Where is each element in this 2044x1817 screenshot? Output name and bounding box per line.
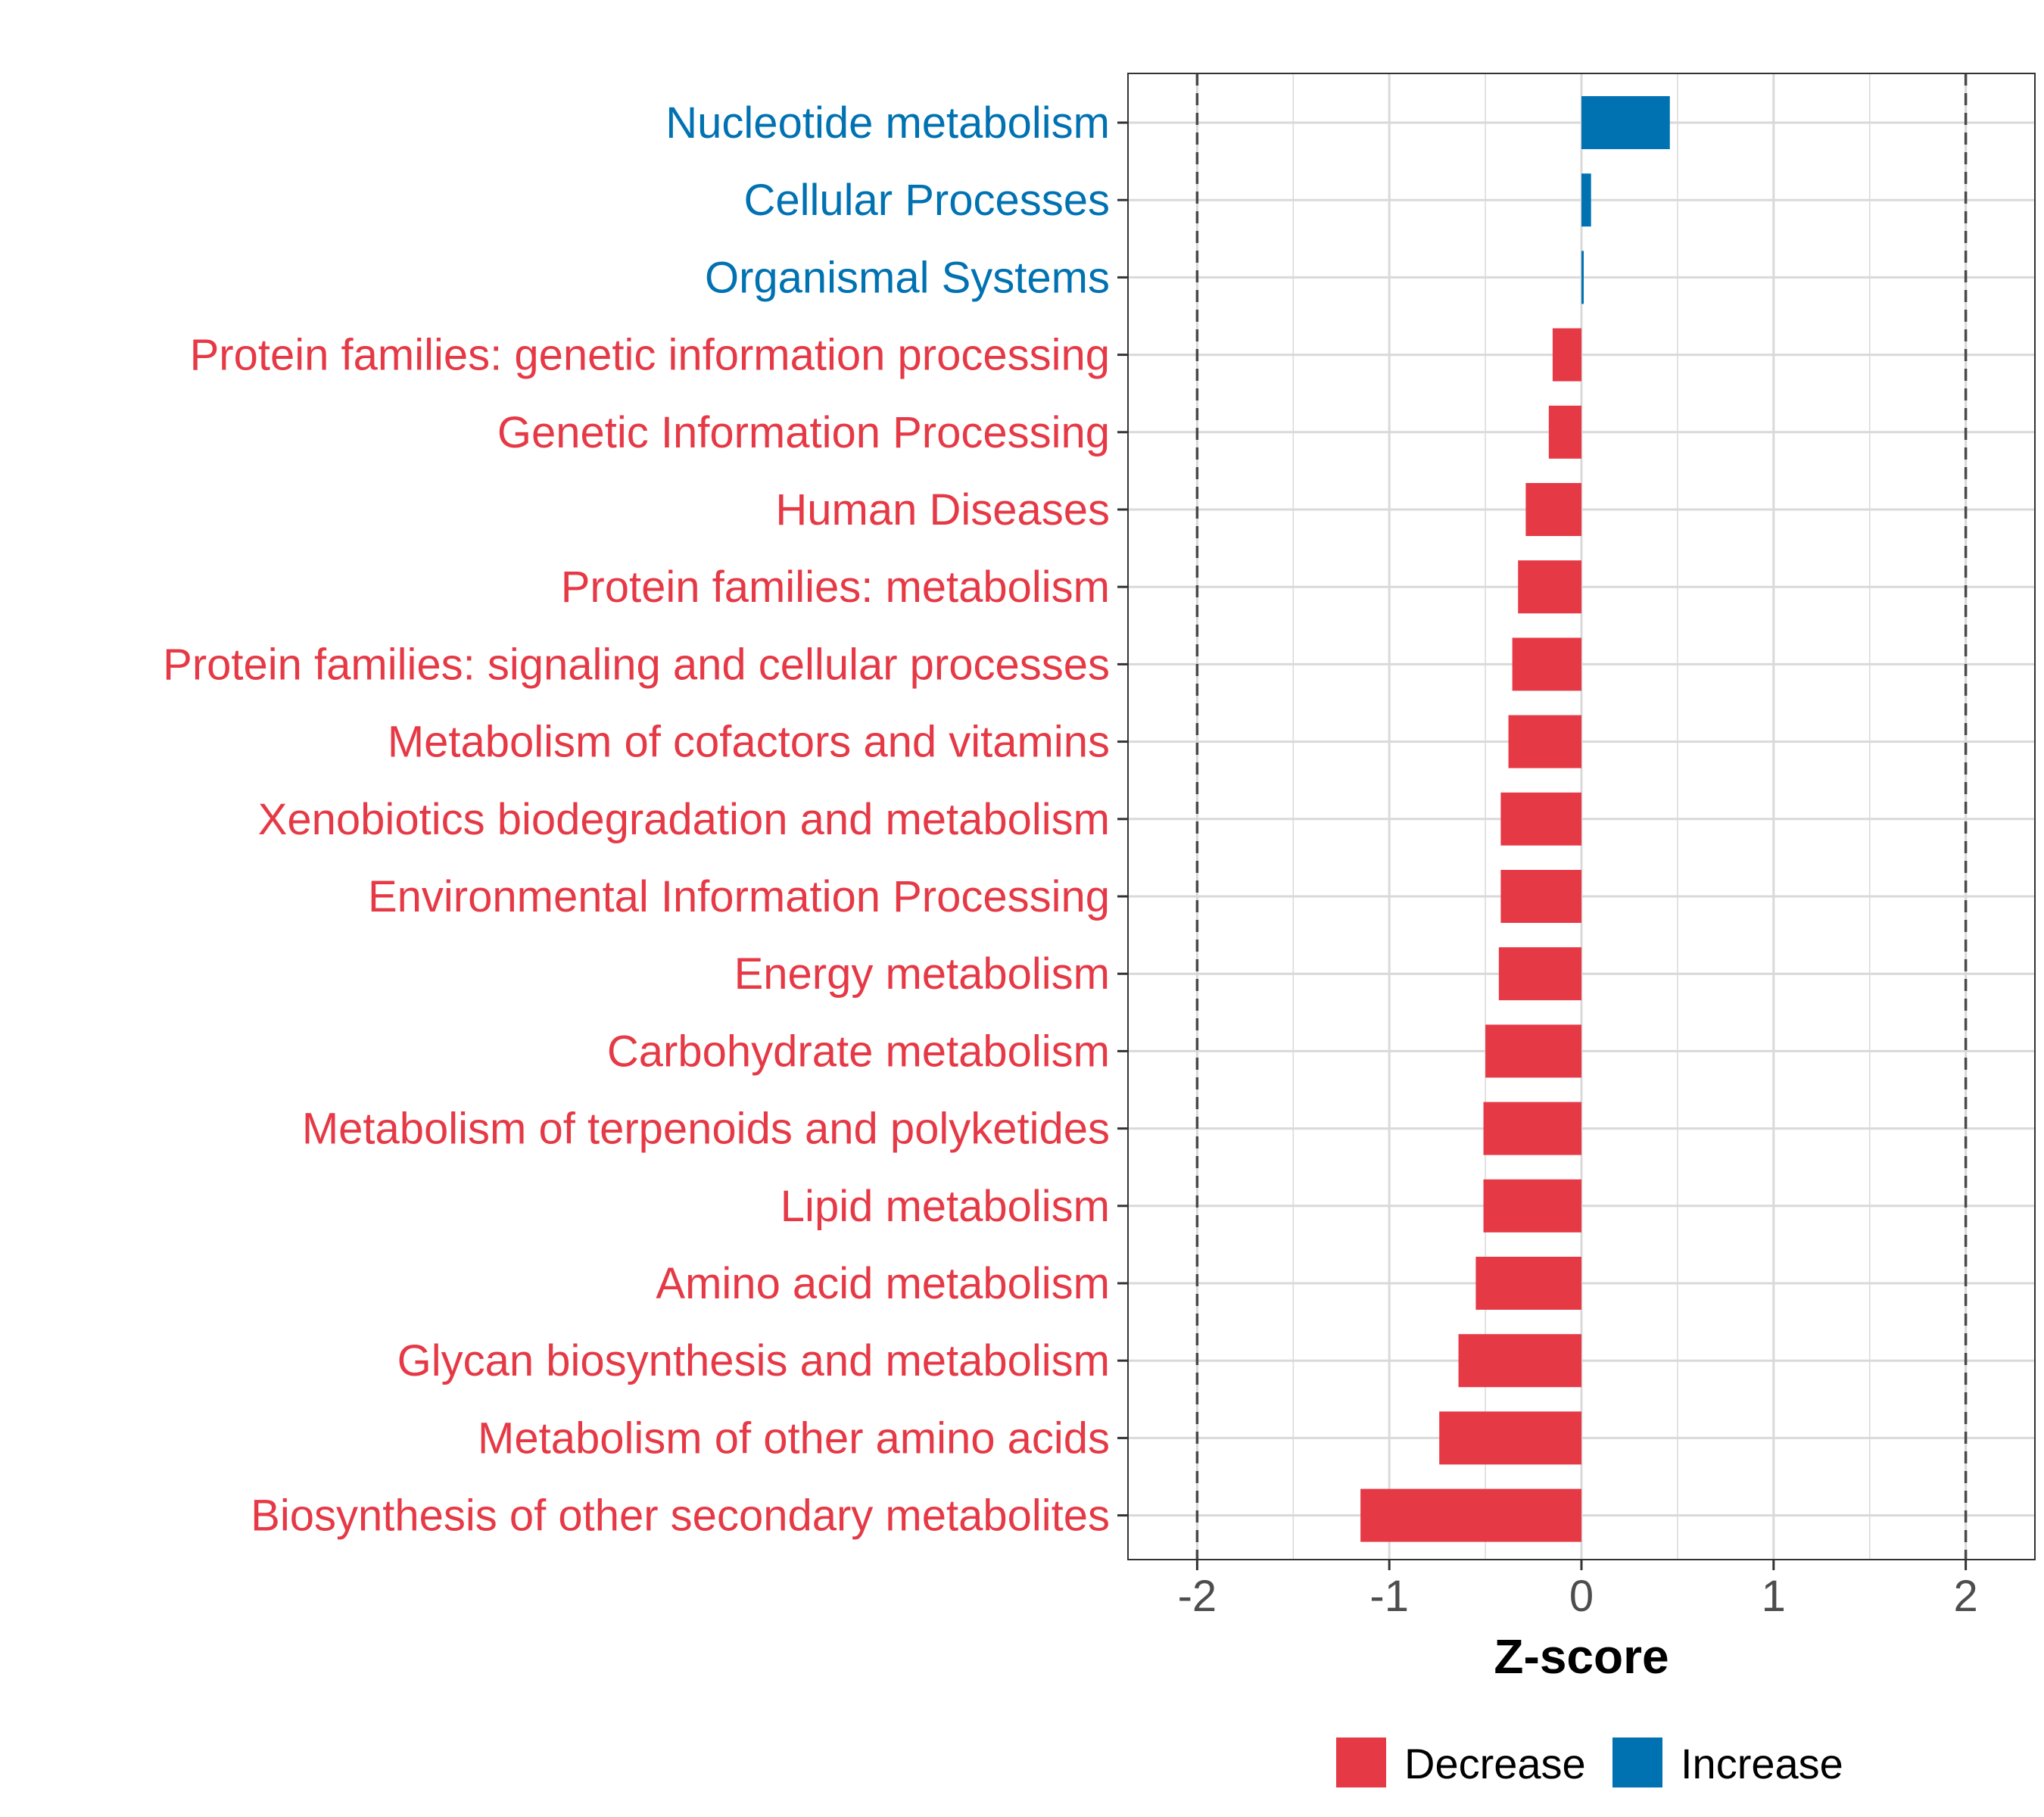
y-tick-label: Metabolism of cofactors and vitamins: [388, 718, 1110, 767]
y-tick-label: Protein families: signaling and cellular…: [163, 640, 1110, 689]
bar: [1498, 947, 1581, 1001]
bar: [1548, 405, 1581, 459]
legend-key: [1336, 1738, 1386, 1787]
bar: [1525, 483, 1581, 536]
bar: [1483, 1102, 1581, 1155]
y-tick-label: Protein families: genetic information pr…: [190, 331, 1110, 380]
bar: [1552, 328, 1581, 382]
bar: [1518, 560, 1581, 614]
legend-label: Decrease: [1404, 1740, 1586, 1787]
bar: [1439, 1411, 1581, 1465]
bar: [1581, 96, 1670, 149]
legend-key: [1612, 1738, 1662, 1787]
legend: Decrease Increase: [1336, 1738, 1843, 1787]
y-tick-label: Cellular Processes: [743, 176, 1110, 225]
y-tick-label: Lipid metabolism: [781, 1182, 1110, 1231]
bar: [1500, 792, 1581, 846]
x-axis: -2 -1 0 1 2: [1178, 1560, 1978, 1621]
y-tick-label: Carbohydrate metabolism: [607, 1027, 1110, 1076]
x-tick-label: -2: [1178, 1572, 1217, 1621]
bar: [1458, 1334, 1581, 1388]
y-tick-label: Metabolism of terpenoids and polyketides: [302, 1105, 1110, 1154]
bar: [1360, 1488, 1581, 1542]
y-tick-label: Nucleotide metabolism: [665, 98, 1110, 148]
x-tick-label: 1: [1762, 1572, 1786, 1621]
x-tick-label: 2: [1953, 1572, 1977, 1621]
y-tick-label: Genetic Information Processing: [497, 408, 1110, 457]
reference-lines: [1195, 73, 1968, 1560]
y-axis: Nucleotide metabolism Cellular Processes O…: [163, 98, 1128, 1541]
y-tick-label: Environmental Information Processing: [368, 872, 1110, 921]
bar: [1581, 251, 1584, 304]
y-tick-label: Biosynthesis of other secondary metaboli…: [251, 1491, 1110, 1541]
y-tick-label: Protein families: metabolism: [561, 563, 1110, 612]
y-tick-label: Amino acid metabolism: [656, 1259, 1110, 1308]
x-tick-label: -1: [1369, 1572, 1409, 1621]
y-tick-label: Human Diseases: [775, 485, 1110, 535]
x-tick-label: 0: [1569, 1572, 1594, 1621]
bar: [1512, 637, 1581, 691]
y-tick-label: Glycan biosynthesis and metabolism: [397, 1336, 1110, 1385]
y-tick-label: Xenobiotics biodegradation and metabolis…: [258, 795, 1110, 844]
bar: [1485, 1024, 1581, 1078]
bar: [1475, 1257, 1581, 1310]
y-tick-label: Energy metabolism: [734, 949, 1110, 999]
bars: [1360, 96, 1670, 1542]
y-tick-label: Organismal Systems: [705, 253, 1110, 302]
bar: [1581, 173, 1591, 227]
bar: [1500, 870, 1581, 923]
x-axis-title: Z-score: [1494, 1629, 1669, 1684]
legend-label: Increase: [1681, 1740, 1843, 1787]
bar: [1508, 715, 1581, 768]
bar: [1483, 1179, 1581, 1233]
y-tick-label: Metabolism of other amino acids: [478, 1413, 1110, 1463]
